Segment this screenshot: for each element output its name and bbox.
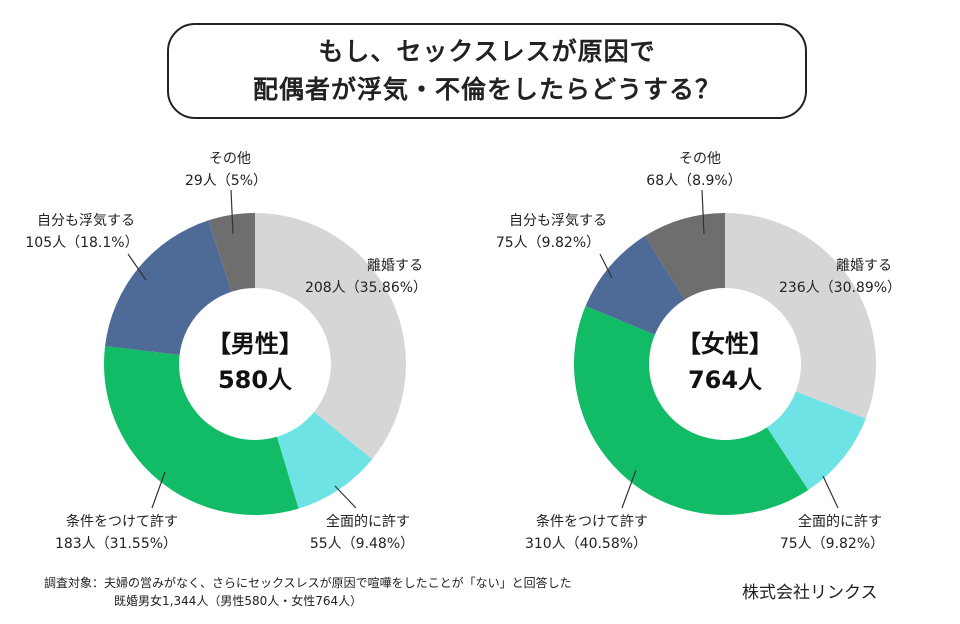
female-label-cheat: 自分も浮気する <box>509 213 607 229</box>
male-leader-cheat <box>127 253 147 281</box>
female-slice-conditional <box>574 305 809 516</box>
male-center-value: 580人 <box>218 366 292 394</box>
male-label-other: その他 <box>209 151 251 167</box>
female-count-cheat: 75人（9.82%） <box>496 235 600 251</box>
male-slice-cheat <box>105 220 232 355</box>
female-label-divorce: 離婚する <box>836 257 892 274</box>
female-leader-forgive <box>822 475 839 509</box>
female-slice-divorce <box>725 213 876 419</box>
male-count-conditional: 183人（31.55%） <box>55 536 177 552</box>
male-leader-other <box>230 189 234 235</box>
male-label-divorce: 離婚する <box>367 257 423 274</box>
male-slice-forgive <box>276 411 373 509</box>
male-leader-conditional <box>151 471 166 509</box>
female-leader-other <box>701 189 705 235</box>
male-slice-other <box>208 213 255 292</box>
male-count-forgive: 55人（9.48%） <box>310 536 414 552</box>
title-line-2: 配偶者が浮気・不倫をしたらどうする？ <box>252 75 721 104</box>
female-leader-cheat <box>599 253 613 279</box>
male-count-other: 29人（5%） <box>185 173 267 189</box>
male-slice-divorce <box>255 213 407 460</box>
female-label-other: その他 <box>679 151 721 167</box>
female-center-value: 764人 <box>688 366 762 394</box>
male-slice-conditional <box>104 346 299 515</box>
male-leader-forgive <box>334 485 357 509</box>
female-slice-cheat <box>585 235 685 335</box>
male-slices <box>104 213 407 515</box>
female-slice-forgive <box>766 391 866 490</box>
female-count-other: 68人（8.9%） <box>646 173 741 189</box>
male-label-cheat: 自分も浮気する <box>37 213 135 229</box>
male-count-divorce: 208人（35.86%） <box>305 280 427 296</box>
title-line-1: もし、セックスレスが原因で <box>318 37 656 66</box>
male-label-forgive: 全面的に許す <box>326 513 410 530</box>
footnote-line-2: 既婚男女1,344人（男性580人・女性764人） <box>114 594 363 608</box>
chart-male: 【男性】 580人 離婚する 208人（35.86%） 全面的に許す 55人（9… <box>25 151 427 552</box>
female-count-divorce: 236人（30.89%） <box>779 280 901 296</box>
male-count-cheat: 105人（18.1%） <box>25 235 138 251</box>
footnote-line-1: 調査対象：夫婦の営みがなく、さらにセックスレスが原因で喧嘩をしたことが「ない」と… <box>44 576 572 590</box>
female-slices <box>574 213 876 516</box>
title-box: もし、セックスレスが原因で 配偶者が浮気・不倫をしたらどうする？ <box>167 23 807 119</box>
female-label-conditional: 条件をつけて許す <box>536 513 648 530</box>
female-slice-other <box>644 213 725 300</box>
chart-female: 【女性】 764人 離婚する 236人（30.89%） 全面的に許す 75人（9… <box>496 151 901 552</box>
female-leader-conditional <box>621 469 637 509</box>
female-count-conditional: 310人（40.58%） <box>525 536 647 552</box>
male-center-title: 【男性】 <box>207 330 303 358</box>
female-label-forgive: 全面的に許す <box>798 513 882 530</box>
male-label-conditional: 条件をつけて許す <box>66 513 178 530</box>
female-center-title: 【女性】 <box>677 330 773 358</box>
female-count-forgive: 75人（9.82%） <box>780 536 884 552</box>
company-name: 株式会社リンクス <box>742 583 878 603</box>
footnote: 調査対象：夫婦の営みがなく、さらにセックスレスが原因で喧嘩をしたことが「ない」と… <box>44 574 684 610</box>
